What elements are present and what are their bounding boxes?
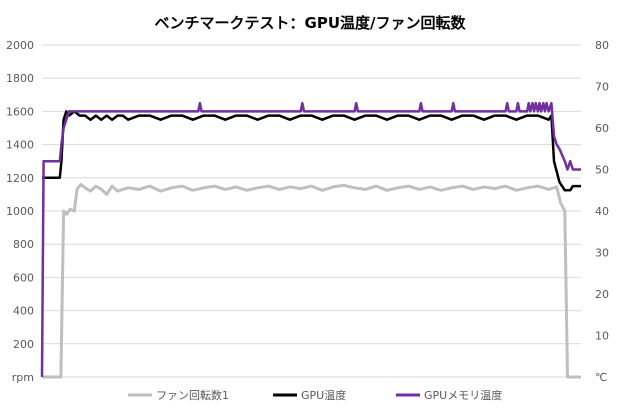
left-tick-label-7: 1400 [6, 139, 34, 152]
series-line-1 [42, 110, 581, 192]
right-tick-label-2: 20 [595, 288, 609, 301]
right-tick-label-0: ℃ [595, 371, 607, 384]
series-group [40, 101, 581, 379]
series-line-2 [40, 101, 581, 378]
right-axis-ticks: ℃ 10 20 30 40 50 60 70 80 [595, 39, 609, 384]
chart-title: ベンチマークテスト：GPU温度/ファン回転数 [154, 14, 466, 32]
legend: ファン回転数1 GPU温度 GPUメモリ温度 [128, 388, 502, 402]
left-tick-label-3: 600 [13, 271, 34, 284]
left-tick-label-5: 1000 [6, 205, 34, 218]
legend-label-1: GPU温度 [301, 388, 346, 402]
left-tick-label-8: 1600 [6, 105, 34, 118]
left-tick-label-9: 1800 [6, 72, 34, 85]
left-tick-label-1: 200 [13, 338, 34, 351]
left-tick-label-6: 1200 [6, 172, 34, 185]
right-tick-label-1: 10 [595, 330, 609, 343]
left-tick-label-10: 2000 [6, 39, 34, 52]
left-tick-label-0: rpm [12, 371, 34, 384]
left-tick-label-2: 400 [13, 305, 34, 318]
right-tick-label-3: 30 [595, 247, 609, 260]
legend-label-2: GPUメモリ温度 [424, 388, 502, 402]
right-tick-label-8: 80 [595, 39, 609, 52]
right-tick-label-6: 60 [595, 122, 609, 135]
right-tick-label-7: 70 [595, 81, 609, 94]
left-tick-label-4: 800 [13, 238, 34, 251]
right-tick-label-5: 50 [595, 164, 609, 177]
legend-label-0: ファン回転数1 [156, 389, 229, 402]
grid-lines [42, 44, 581, 345]
series-line-0 [42, 182, 581, 379]
right-tick-label-4: 40 [595, 205, 609, 218]
left-axis-ticks: rpm 200 400 600 800 1000 1200 1400 1600 1800 2000 [6, 39, 34, 384]
